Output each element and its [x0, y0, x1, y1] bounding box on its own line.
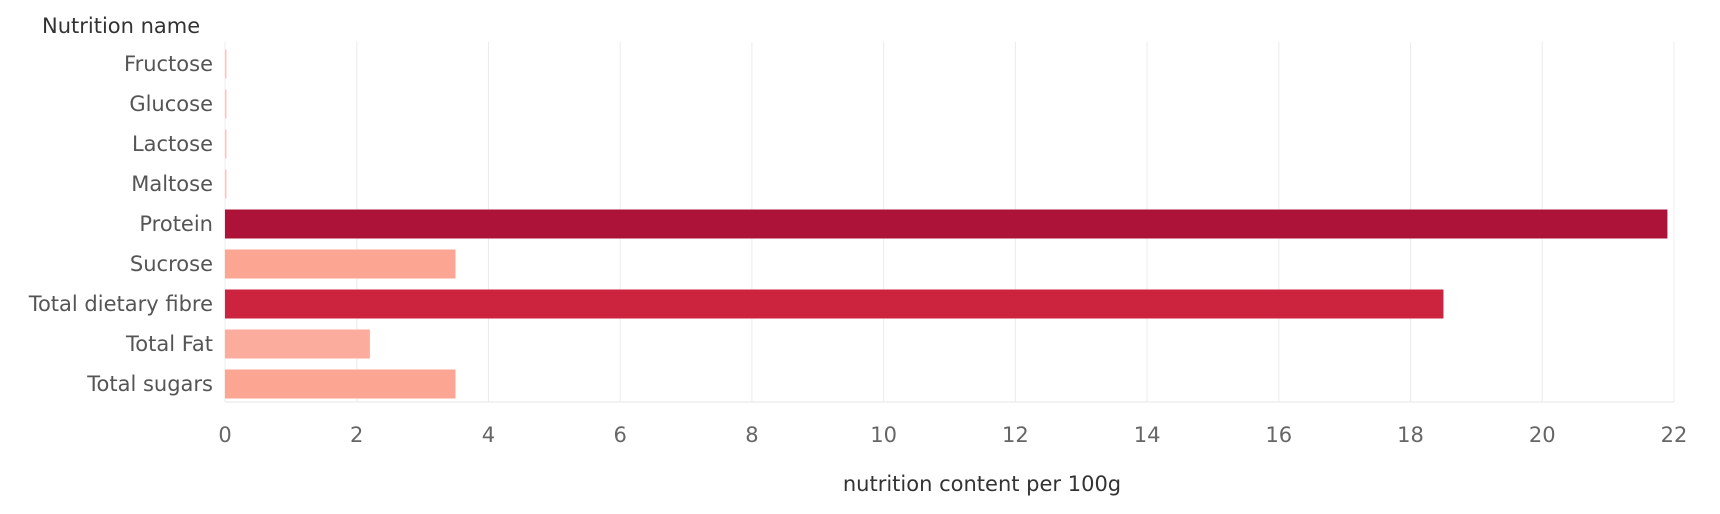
- x-axis-ticks: 0 2 4 6 8 10 12 14 16 18 20 22: [218, 423, 1687, 447]
- x-tick-label: 12: [1002, 423, 1029, 447]
- x-tick-label: 14: [1134, 423, 1161, 447]
- bar: [225, 169, 227, 199]
- bar: [225, 249, 456, 279]
- x-tick-label: 2: [350, 423, 363, 447]
- x-tick-label: 20: [1529, 423, 1556, 447]
- bar: [225, 129, 227, 159]
- bar: [225, 49, 227, 79]
- x-tick-label: 0: [218, 423, 231, 447]
- bar: [225, 369, 456, 399]
- category-label: Total dietary fibre: [28, 292, 213, 316]
- x-tick-label: 16: [1265, 423, 1292, 447]
- category-label: Protein: [139, 212, 213, 236]
- x-axis-title: nutrition content per 100g: [843, 472, 1121, 496]
- bar: [225, 289, 1444, 319]
- x-tick-label: 18: [1397, 423, 1424, 447]
- category-label: Total Fat: [125, 332, 213, 356]
- category-label: Lactose: [132, 132, 213, 156]
- bars: [225, 49, 1668, 399]
- bar: [225, 89, 227, 119]
- category-label: Sucrose: [130, 252, 213, 276]
- category-label: Total sugars: [86, 372, 213, 396]
- category-label: Glucose: [129, 92, 213, 116]
- category-labels: Fructose Glucose Lactose Maltose Protein Sucr…: [28, 52, 213, 396]
- x-tick-label: 6: [613, 423, 626, 447]
- y-axis-title: Nutrition name: [42, 14, 200, 38]
- x-tick-label: 4: [482, 423, 495, 447]
- bar: [225, 209, 1668, 239]
- x-tick-label: 22: [1661, 423, 1688, 447]
- category-label: Fructose: [124, 52, 213, 76]
- x-tick-label: 8: [745, 423, 758, 447]
- x-tick-label: 10: [870, 423, 897, 447]
- category-label: Maltose: [131, 172, 213, 196]
- bar: [225, 329, 370, 359]
